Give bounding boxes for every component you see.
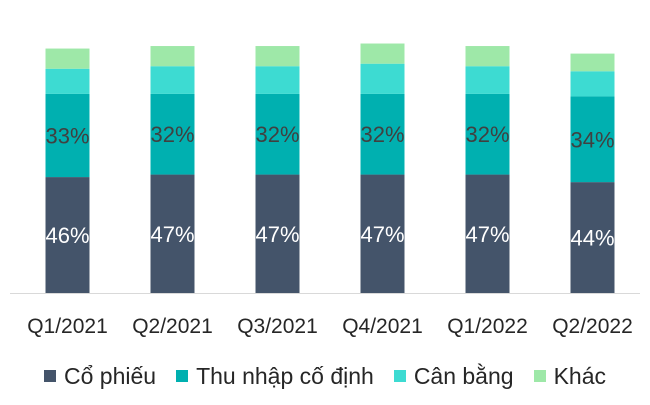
- stacked-bar-chart: 46% 33% 47% 32% 47% 32% 47% 32% 47% 32% 44% 34% Q1/…: [10, 43, 640, 338]
- data-label-2-Q3/2021: 32%: [255, 122, 299, 147]
- x-tick-label: Q4/2021: [342, 315, 423, 338]
- bar-segment-3-Q1/2021: [45, 68, 90, 94]
- legend-item-1: Cổ phiếu: [43, 362, 157, 390]
- legend-swatch: [43, 370, 56, 382]
- bar-segment-2-Q2/2021: [150, 93, 195, 175]
- bar-segment-1-Q2/2021: [150, 174, 195, 293]
- data-label-1-Q1/2021: 46%: [45, 223, 89, 248]
- x-tick-label: Q1/2021: [27, 315, 108, 338]
- x-tick-label: Q1/2022: [447, 315, 528, 338]
- bar-segment-1-Q2/2022: [570, 182, 615, 293]
- legend-item-4: Khác: [533, 362, 606, 390]
- bar-segment-4-Q3/2021: [255, 46, 300, 67]
- data-label-2-Q2/2022: 34%: [570, 127, 614, 152]
- data-label-1-Q3/2021: 47%: [255, 222, 299, 247]
- x-tick-label: Q3/2021: [237, 315, 318, 338]
- bar-segment-2-Q1/2022: [465, 93, 510, 175]
- x-tick-label: Q2/2022: [552, 315, 633, 338]
- bar-segment-3-Q2/2021: [150, 66, 195, 94]
- x-tick-labels: Q1/2021 Q2/2021 Q3/2021 Q4/2021 Q1/2022 Q2/20…: [27, 315, 633, 338]
- legend-swatch: [393, 370, 406, 382]
- bar-segment-4-Q1/2021: [45, 48, 90, 69]
- bar-segment-2-Q4/2021: [360, 93, 405, 175]
- legend: Cổ phiếu Thu nhập cố định Cân bằng Khác: [0, 356, 650, 396]
- bar-segment-2-Q1/2021: [45, 93, 90, 178]
- bar-segment-1-Q3/2021: [255, 174, 300, 293]
- legend-label: Cân bằng: [413, 362, 514, 389]
- data-label-1-Q2/2022: 44%: [570, 226, 614, 251]
- bar-segment-3-Q4/2021: [360, 63, 405, 94]
- legend-label: Cổ phiếu: [63, 362, 157, 389]
- bar-segment-3-Q1/2022: [465, 66, 510, 94]
- bars-group: 46% 33% 47% 32% 47% 32% 47% 32% 47% 32% 44% 34%: [45, 43, 615, 293]
- bar-segment-3-Q2/2022: [570, 71, 615, 97]
- data-label-1-Q1/2022: 47%: [465, 222, 509, 247]
- legend-swatch: [176, 370, 189, 382]
- bar-segment-4-Q1/2022: [465, 46, 510, 67]
- data-label-2-Q1/2022: 32%: [465, 122, 509, 147]
- bar-segment-3-Q3/2021: [255, 66, 300, 94]
- data-label-2-Q1/2021: 33%: [45, 124, 89, 149]
- bar-segment-2-Q2/2022: [570, 96, 615, 183]
- data-label-1-Q2/2021: 47%: [150, 222, 194, 247]
- data-label-2-Q4/2021: 32%: [360, 122, 404, 147]
- x-tick-label: Q2/2021: [132, 315, 213, 338]
- legend-item-3: Cân bằng: [393, 362, 514, 390]
- bar-segment-2-Q3/2021: [255, 93, 300, 175]
- legend-label: Khác: [553, 362, 606, 389]
- bar-segment-1-Q1/2022: [465, 174, 510, 293]
- legend-label: Thu nhập cố định: [196, 362, 374, 389]
- data-label-1-Q4/2021: 47%: [360, 222, 404, 247]
- bar-segment-4-Q4/2021: [360, 43, 405, 64]
- bar-segment-1-Q1/2021: [45, 177, 90, 293]
- bar-segment-4-Q2/2022: [570, 53, 615, 72]
- bar-segment-1-Q4/2021: [360, 174, 405, 293]
- data-label-2-Q2/2021: 32%: [150, 122, 194, 147]
- bar-segment-4-Q2/2021: [150, 46, 195, 67]
- legend-item-2: Thu nhập cố định: [176, 363, 374, 390]
- legend-swatch: [533, 370, 546, 382]
